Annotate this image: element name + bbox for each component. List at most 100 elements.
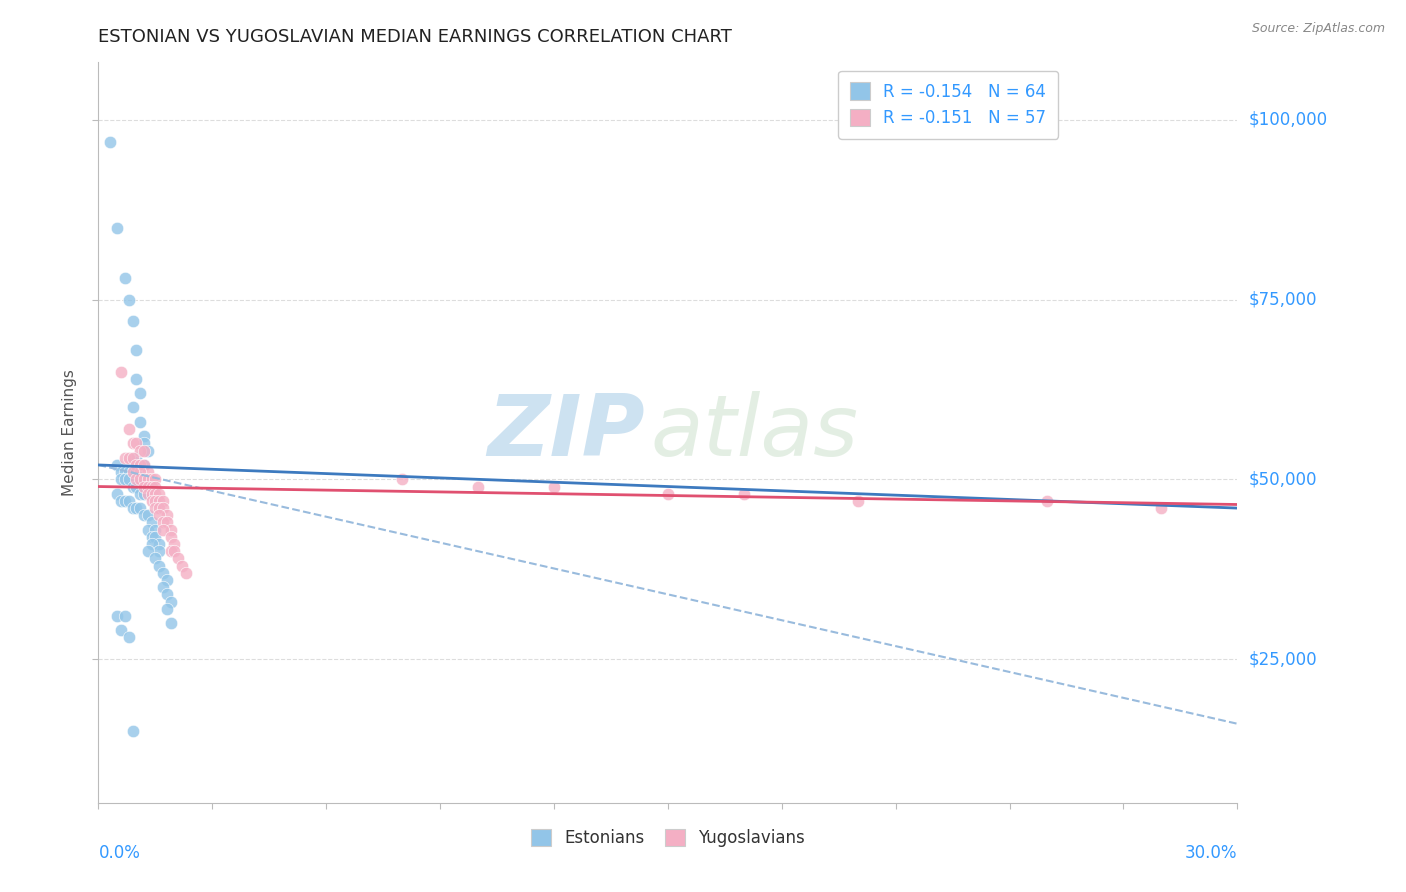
Point — [152, 566, 174, 580]
Point — [114, 450, 136, 465]
Point — [125, 472, 148, 486]
Text: ESTONIAN VS YUGOSLAVIAN MEDIAN EARNINGS CORRELATION CHART: ESTONIAN VS YUGOSLAVIAN MEDIAN EARNINGS … — [98, 28, 733, 45]
Point — [136, 508, 159, 523]
Point — [114, 271, 136, 285]
Point — [121, 314, 143, 328]
Point — [107, 220, 129, 235]
Point — [148, 544, 170, 558]
Point — [132, 472, 155, 486]
Point — [156, 573, 179, 587]
Point — [152, 580, 174, 594]
Point — [114, 608, 136, 623]
Point — [118, 293, 141, 307]
Point — [132, 472, 155, 486]
Point — [467, 479, 489, 493]
Point — [110, 472, 132, 486]
Point — [98, 135, 121, 149]
Point — [107, 608, 129, 623]
Point — [132, 508, 155, 523]
Point — [163, 537, 186, 551]
Point — [132, 458, 155, 472]
Point — [129, 472, 152, 486]
Point — [152, 494, 174, 508]
Point — [125, 501, 148, 516]
Point — [129, 443, 152, 458]
Point — [136, 479, 159, 493]
Point — [145, 486, 167, 500]
Point — [132, 443, 155, 458]
Point — [148, 537, 170, 551]
Point — [136, 544, 159, 558]
Point — [145, 523, 167, 537]
Point — [145, 479, 167, 493]
Point — [391, 472, 413, 486]
Point — [1036, 494, 1059, 508]
Point — [141, 537, 163, 551]
Point — [846, 494, 869, 508]
Point — [118, 450, 141, 465]
Point — [136, 472, 159, 486]
Point — [159, 594, 181, 608]
Point — [107, 458, 129, 472]
Point — [129, 472, 152, 486]
Point — [156, 587, 179, 601]
Point — [125, 343, 148, 357]
Point — [159, 523, 181, 537]
Point — [148, 486, 170, 500]
Point — [132, 436, 155, 450]
Point — [152, 501, 174, 516]
Point — [129, 458, 152, 472]
Point — [125, 465, 148, 479]
Point — [148, 501, 170, 516]
Point — [118, 465, 141, 479]
Point — [118, 494, 141, 508]
Point — [152, 523, 174, 537]
Point — [163, 544, 186, 558]
Point — [148, 494, 170, 508]
Point — [132, 458, 155, 472]
Point — [141, 479, 163, 493]
Point — [136, 443, 159, 458]
Point — [136, 523, 159, 537]
Point — [121, 501, 143, 516]
Point — [1150, 501, 1173, 516]
Point — [114, 472, 136, 486]
Legend: Estonians, Yugoslavians: Estonians, Yugoslavians — [524, 822, 811, 854]
Point — [118, 631, 141, 645]
Point — [148, 508, 170, 523]
Point — [141, 472, 163, 486]
Point — [136, 472, 159, 486]
Point — [156, 601, 179, 615]
Y-axis label: Median Earnings: Median Earnings — [62, 369, 77, 496]
Point — [114, 494, 136, 508]
Point — [167, 551, 190, 566]
Point — [657, 486, 679, 500]
Point — [145, 551, 167, 566]
Text: $75,000: $75,000 — [1249, 291, 1317, 309]
Point — [733, 486, 755, 500]
Point — [125, 479, 148, 493]
Point — [129, 465, 152, 479]
Text: atlas: atlas — [651, 391, 859, 475]
Point — [132, 479, 155, 493]
Text: $100,000: $100,000 — [1249, 111, 1327, 129]
Point — [121, 465, 143, 479]
Point — [156, 516, 179, 530]
Point — [129, 458, 152, 472]
Point — [107, 486, 129, 500]
Point — [141, 494, 163, 508]
Point — [156, 508, 179, 523]
Point — [110, 365, 132, 379]
Point — [141, 486, 163, 500]
Point — [152, 516, 174, 530]
Point — [136, 465, 159, 479]
Point — [114, 465, 136, 479]
Point — [145, 494, 167, 508]
Text: $25,000: $25,000 — [1249, 650, 1317, 668]
Text: $50,000: $50,000 — [1249, 470, 1317, 488]
Point — [125, 372, 148, 386]
Point — [543, 479, 565, 493]
Point — [129, 386, 152, 401]
Text: Source: ZipAtlas.com: Source: ZipAtlas.com — [1251, 22, 1385, 36]
Point — [159, 544, 181, 558]
